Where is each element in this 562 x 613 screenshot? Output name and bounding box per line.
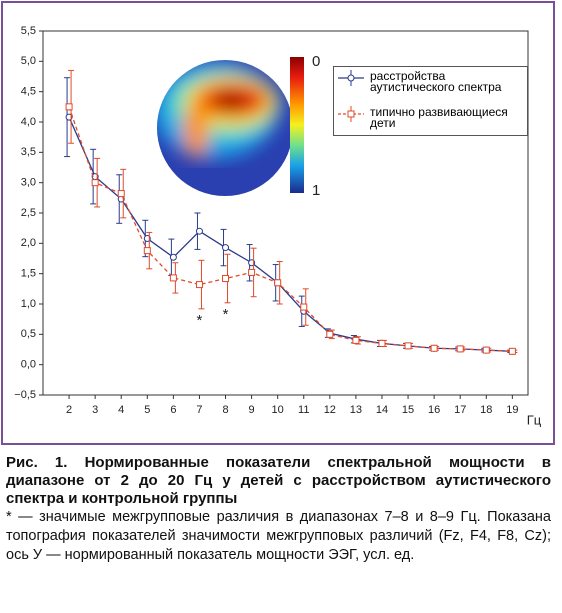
x-tick-label: 18 (480, 404, 492, 416)
marker (195, 227, 203, 235)
marker (482, 346, 490, 354)
marker (65, 103, 73, 111)
x-axis-label: Гц (527, 412, 542, 427)
x-tick-label: 15 (402, 404, 414, 416)
y-tick-label: 1,5 (21, 268, 36, 280)
x-tick-label: 13 (350, 404, 362, 416)
y-tick-label: 0,0 (21, 359, 36, 371)
marker (404, 342, 412, 350)
x-tick-label: 16 (428, 404, 440, 416)
colorbar-label: 0 (312, 53, 320, 70)
legend-keys (338, 70, 364, 122)
x-tick-label: 8 (222, 404, 228, 416)
x-tick-label: 9 (249, 404, 255, 416)
x-tick-label: 10 (272, 404, 284, 416)
chart: −0,5 0,0 0,5 1,0 1,5 2,0 2,5 3,0 3,5 4,0 4,5 5,0 5,5… (14, 25, 542, 428)
x-tick-label: 11 (298, 404, 309, 416)
y-tick-label: 4,0 (21, 116, 36, 128)
x-tick-label: 3 (92, 404, 98, 416)
marker (169, 253, 177, 261)
topography-map (157, 60, 293, 196)
caption-note: * — значимые межгрупповые различия в диа… (6, 509, 551, 563)
legend: расстройства аутистического спектра типи… (333, 66, 528, 136)
marker (352, 336, 360, 344)
colorbar-label: 1 (312, 182, 320, 199)
y-tick-label: 0,5 (21, 328, 36, 340)
y-tick-label: 5,5 (21, 25, 36, 37)
y-tick-label: 3,5 (21, 146, 36, 158)
marker (222, 244, 230, 252)
y-tick-label: 1,0 (21, 298, 36, 310)
marker (248, 268, 256, 276)
marker (222, 275, 230, 283)
marker (508, 347, 516, 355)
caption-title: Рис. 1. Нормированные показатели спектра… (6, 454, 551, 507)
marker (378, 339, 386, 347)
x-tick-label: 4 (118, 404, 124, 416)
y-tick-label: 2,0 (21, 237, 36, 249)
colorbar (290, 57, 304, 193)
series (65, 69, 518, 355)
legend-label: типично развивающиеся дети (370, 105, 508, 130)
x-tick-label: 12 (324, 404, 336, 416)
x-tick-label: 14 (376, 404, 388, 416)
marker (91, 179, 99, 187)
marker (300, 303, 308, 311)
y-tick-label: 2,5 (21, 207, 36, 219)
x-tick-label: 7 (196, 404, 202, 416)
legend-label: расстройства аутистического спектра (370, 69, 502, 94)
marker (169, 274, 177, 282)
x-tick-label: 6 (170, 404, 176, 416)
chart-panel (1, 1, 555, 445)
marker (430, 344, 438, 352)
marker (456, 345, 464, 353)
annotation: * (223, 306, 229, 323)
annotation: * (197, 312, 203, 329)
x-tick-label: 5 (144, 404, 150, 416)
x-tick-label: 19 (506, 404, 518, 416)
y-tick-label: 3,0 (21, 177, 36, 189)
series-line (68, 106, 513, 352)
caption: Рис. 1. Нормированные показатели спектра… (6, 454, 551, 565)
marker (117, 190, 125, 198)
x-tick-label: 17 (454, 404, 466, 416)
y-tick-label: −0,5 (14, 389, 36, 401)
y-tick-label: 4,5 (21, 86, 36, 98)
legend-key (347, 74, 355, 82)
marker (274, 279, 282, 287)
marker (143, 247, 151, 255)
x-tick-label: 2 (66, 404, 72, 416)
legend-key (347, 110, 355, 118)
marker (195, 281, 203, 289)
marker (326, 330, 334, 338)
y-tick-label: 5,0 (21, 55, 36, 67)
